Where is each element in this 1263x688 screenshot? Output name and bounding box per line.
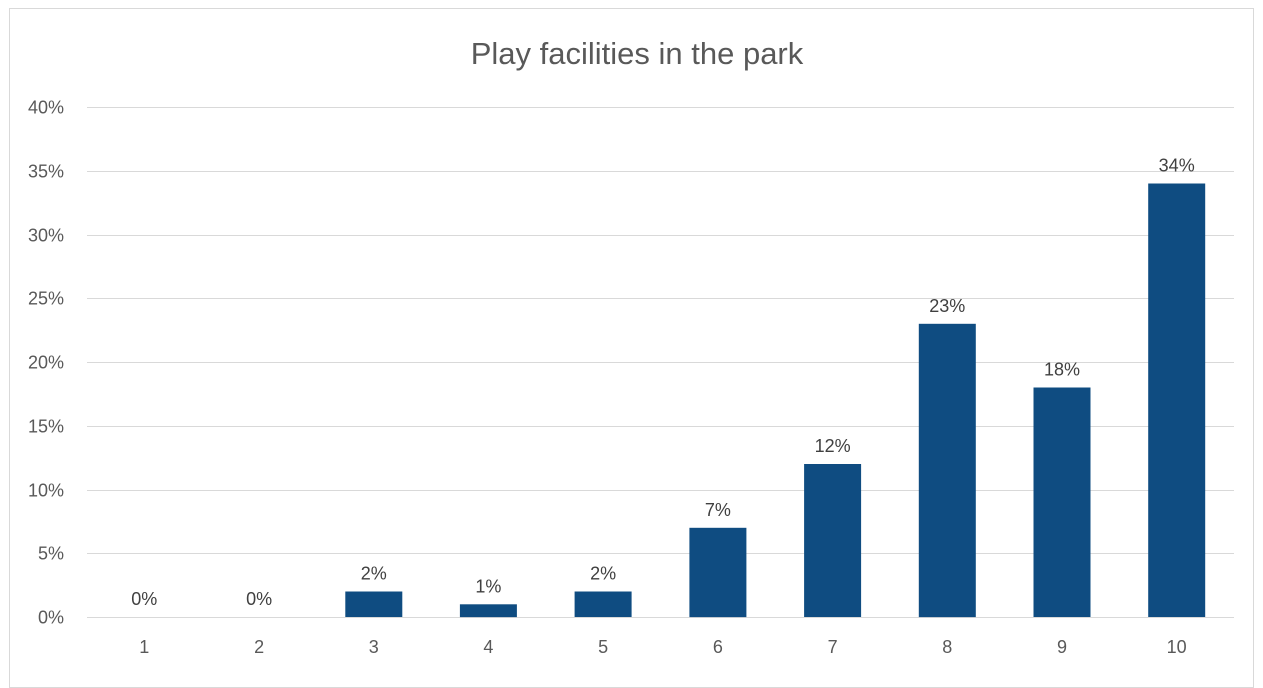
data-label: 18%	[1044, 360, 1080, 380]
x-tick-label: 6	[713, 637, 723, 657]
bars	[345, 183, 1206, 618]
x-tick-label: 2	[254, 637, 264, 657]
gridlines	[87, 107, 1234, 618]
data-label: 2%	[590, 564, 616, 584]
bar	[1033, 387, 1091, 617]
x-tick-label: 3	[369, 637, 379, 657]
y-tick-label: 10%	[28, 481, 64, 501]
bar	[459, 604, 517, 618]
x-axis-ticks: 1 2 3 4 5 6 7 8 9 10	[139, 637, 1186, 657]
y-tick-label: 20%	[28, 353, 64, 373]
data-label: 0%	[131, 589, 157, 609]
bar	[1148, 183, 1206, 617]
bar	[345, 591, 403, 617]
data-label: 1%	[475, 576, 501, 596]
y-tick-label: 30%	[28, 226, 64, 246]
data-labels: 0% 0% 2% 1% 2% 7% 12% 23% 18% 34%	[131, 156, 1194, 610]
data-label: 23%	[929, 296, 965, 316]
y-tick-label: 0%	[38, 608, 64, 628]
data-label: 7%	[705, 500, 731, 520]
y-tick-label: 40%	[28, 98, 64, 118]
data-label: 12%	[815, 436, 851, 456]
data-label: 34%	[1159, 156, 1195, 176]
y-tick-label: 15%	[28, 417, 64, 437]
x-tick-label: 10	[1167, 637, 1187, 657]
y-tick-label: 25%	[28, 289, 64, 309]
x-tick-label: 5	[598, 637, 608, 657]
x-tick-label: 7	[828, 637, 838, 657]
data-label: 2%	[361, 564, 387, 584]
y-tick-label: 5%	[38, 544, 64, 564]
data-label: 0%	[246, 589, 272, 609]
bar	[689, 527, 747, 618]
x-tick-label: 9	[1057, 637, 1067, 657]
bar	[804, 464, 862, 617]
y-axis-ticks: 0% 5% 10% 15% 20% 25% 30% 35% 40%	[28, 98, 64, 628]
x-tick-label: 8	[942, 637, 952, 657]
x-tick-label: 4	[483, 637, 493, 657]
bar	[574, 591, 632, 617]
y-tick-label: 35%	[28, 162, 64, 182]
chart-title: Play facilities in the park	[471, 36, 804, 71]
x-tick-label: 1	[139, 637, 149, 657]
bar	[918, 323, 976, 618]
